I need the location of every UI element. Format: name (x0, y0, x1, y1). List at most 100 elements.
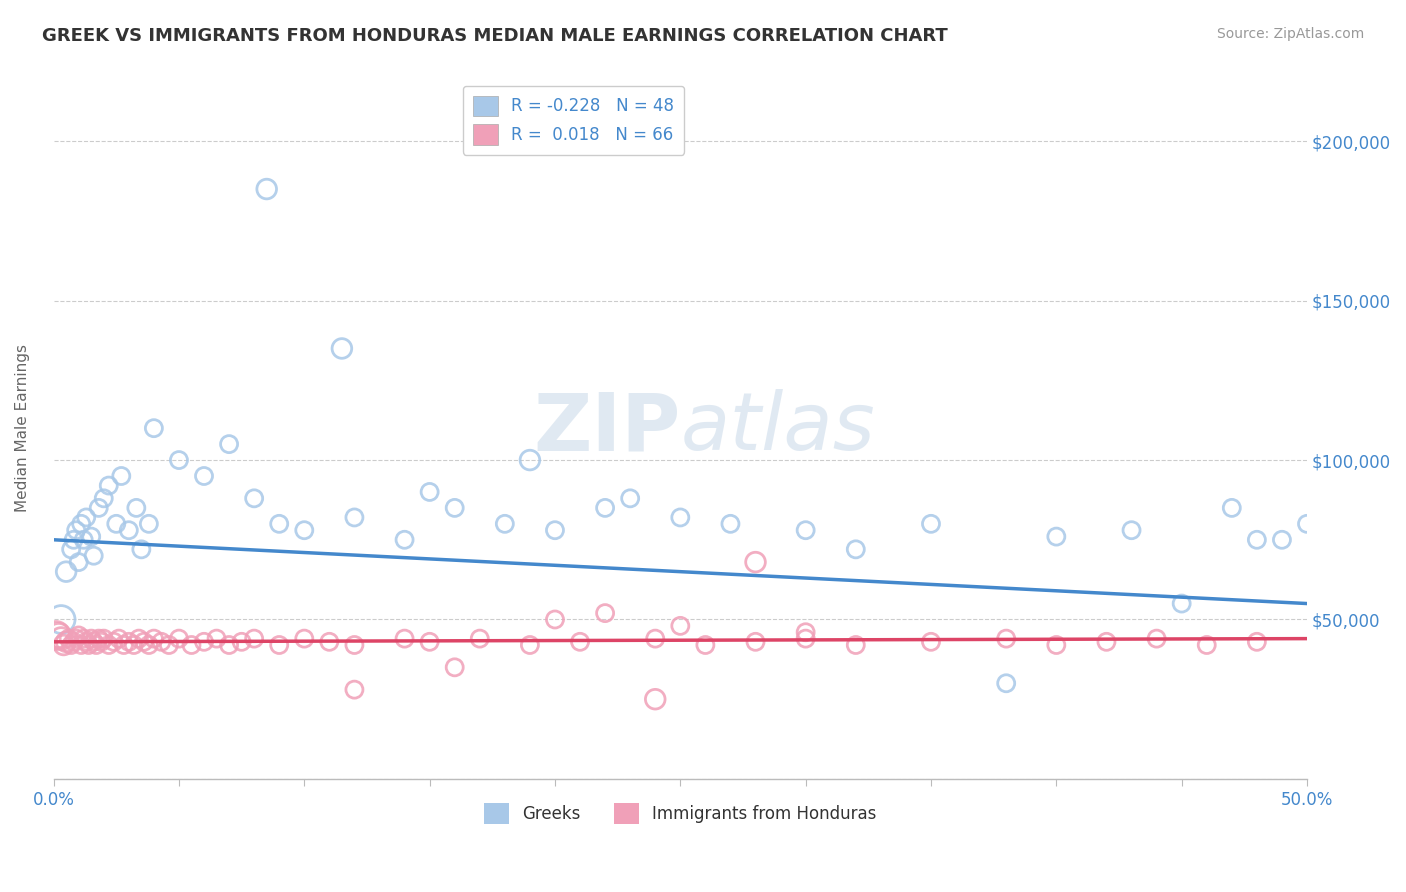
Point (669, 619, 692, 633)
Point (794, 625, 817, 640)
Point (218, 638, 240, 652)
Point (62, 635, 84, 649)
Point (1195, 638, 1218, 652)
Point (75, 510, 97, 524)
Point (1170, 597, 1192, 611)
Point (419, 485, 441, 500)
Point (49, 632, 72, 646)
Point (619, 491, 641, 506)
Point (1146, 632, 1168, 646)
Point (118, 635, 141, 649)
Point (1045, 638, 1067, 652)
Point (256, 182, 278, 196)
Point (519, 453, 541, 467)
Point (180, 638, 202, 652)
Point (443, 660, 465, 674)
Point (544, 612, 567, 626)
Point (122, 638, 145, 652)
Point (394, 632, 416, 646)
Point (55, 635, 77, 649)
Point (157, 638, 180, 652)
Point (330, 342, 353, 356)
Point (138, 516, 160, 531)
Point (125, 500, 148, 515)
Point (142, 632, 165, 646)
Point (49, 612, 72, 626)
Point (669, 510, 692, 524)
Point (80, 632, 103, 646)
Point (131, 542, 153, 557)
Point (167, 453, 190, 467)
Point (93, 491, 115, 506)
Point (48, 628, 70, 642)
Point (67, 555, 90, 569)
Point (55, 565, 77, 579)
Point (128, 632, 150, 646)
Point (97, 478, 120, 492)
Point (60, 542, 83, 557)
Point (593, 606, 616, 620)
Point (292, 523, 315, 537)
Point (419, 635, 441, 649)
Point (73, 632, 96, 646)
Point (995, 676, 1018, 690)
Point (107, 632, 129, 646)
Point (269, 516, 291, 531)
Point (70, 638, 93, 652)
Point (142, 421, 165, 435)
Point (65, 632, 87, 646)
Point (231, 635, 253, 649)
Point (1296, 516, 1319, 531)
Text: ZIP: ZIP (533, 389, 681, 467)
Point (52, 638, 75, 652)
Point (73, 533, 96, 547)
Point (394, 533, 416, 547)
Point (343, 510, 366, 524)
Y-axis label: Median Male Earnings: Median Male Earnings (15, 344, 30, 512)
Point (318, 635, 340, 649)
Point (65, 523, 87, 537)
Point (105, 516, 128, 531)
Point (920, 635, 942, 649)
Point (519, 638, 541, 652)
Point (97, 638, 120, 652)
Point (1095, 635, 1118, 649)
Point (45, 628, 67, 642)
Text: atlas: atlas (681, 389, 875, 467)
Point (343, 682, 366, 697)
Point (205, 632, 228, 646)
Point (593, 500, 616, 515)
Point (569, 635, 592, 649)
Point (1121, 523, 1143, 537)
Point (90, 635, 112, 649)
Point (67, 628, 90, 642)
Point (138, 638, 160, 652)
Point (112, 638, 135, 652)
Point (744, 635, 766, 649)
Point (720, 516, 742, 531)
Point (132, 635, 155, 649)
Point (167, 632, 190, 646)
Point (87, 500, 110, 515)
Point (60, 638, 83, 652)
Point (292, 632, 315, 646)
Point (1271, 533, 1294, 547)
Legend: Greeks, Immigrants from Honduras: Greeks, Immigrants from Honduras (474, 793, 887, 834)
Point (1246, 533, 1268, 547)
Point (118, 523, 141, 537)
Point (62, 533, 84, 547)
Point (103, 635, 125, 649)
Point (58, 632, 80, 646)
Point (110, 469, 132, 483)
Point (695, 638, 717, 652)
Point (84, 638, 107, 652)
Point (243, 491, 266, 506)
Point (494, 516, 516, 531)
Point (544, 523, 567, 537)
Point (920, 516, 942, 531)
Point (83, 635, 105, 649)
Point (1246, 635, 1268, 649)
Text: GREEK VS IMMIGRANTS FROM HONDURAS MEDIAN MALE EARNINGS CORRELATION CHART: GREEK VS IMMIGRANTS FROM HONDURAS MEDIAN… (42, 27, 948, 45)
Point (468, 632, 491, 646)
Point (269, 638, 291, 652)
